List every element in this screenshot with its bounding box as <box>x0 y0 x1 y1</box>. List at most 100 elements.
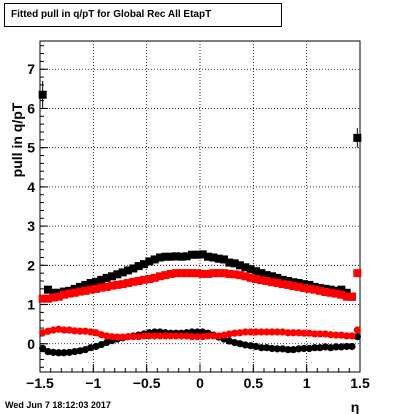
grid <box>40 41 360 372</box>
data-point <box>236 329 244 337</box>
axis-ticks <box>39 45 361 372</box>
data-point <box>236 261 244 270</box>
data-point <box>167 332 175 340</box>
data-point <box>150 255 159 264</box>
data-point <box>204 332 212 340</box>
data-point <box>102 273 111 282</box>
y-tick-label: 0 <box>27 336 35 352</box>
y-tick-label: 6 <box>27 100 35 116</box>
data-point <box>156 332 164 340</box>
data-point <box>49 293 58 302</box>
data-point <box>268 278 276 287</box>
data-point <box>225 269 234 278</box>
data-point <box>252 267 260 276</box>
data-point <box>92 277 100 286</box>
data-point <box>49 348 57 356</box>
data-point <box>268 328 276 336</box>
data-point <box>188 269 196 278</box>
data-point <box>215 332 223 340</box>
x-axis-label: η <box>351 399 360 414</box>
data-point <box>140 275 148 284</box>
data-point <box>145 275 154 284</box>
data-point <box>268 272 276 281</box>
data-point <box>108 281 116 290</box>
y-tick-label: 2 <box>27 257 35 273</box>
x-tick-label: −1.5 <box>26 375 54 391</box>
data-point <box>71 327 79 335</box>
data-point <box>263 328 271 336</box>
data-point <box>134 262 143 271</box>
data-point <box>241 263 250 272</box>
series-layer <box>38 81 362 357</box>
data-point <box>118 280 127 289</box>
data-point <box>97 275 106 284</box>
data-point <box>188 250 196 259</box>
data-point <box>241 328 249 336</box>
data-point <box>332 331 340 339</box>
data-point <box>49 326 57 334</box>
data-point <box>134 277 143 286</box>
series-4 <box>39 325 361 341</box>
data-point <box>113 280 122 289</box>
data-point <box>241 272 250 281</box>
data-point <box>76 327 84 335</box>
data-point <box>54 292 63 301</box>
series-2 <box>38 269 362 303</box>
data-point <box>300 344 308 353</box>
data-point <box>87 328 95 336</box>
data-point <box>103 332 111 340</box>
data-point <box>113 333 121 341</box>
y-tick-label: 3 <box>27 218 35 234</box>
y-tick-label: 7 <box>27 61 35 77</box>
data-point <box>246 273 255 282</box>
data-point <box>236 271 244 280</box>
data-point <box>182 252 191 261</box>
data-point <box>300 329 308 337</box>
data-point <box>140 260 148 269</box>
data-point <box>86 285 95 294</box>
data-point <box>305 329 313 337</box>
y-tick-label: 5 <box>27 140 35 156</box>
data-point <box>161 252 170 261</box>
data-point <box>172 269 180 278</box>
data-point <box>129 277 138 286</box>
data-point <box>252 275 260 284</box>
x-tick-label: 1 <box>303 375 311 391</box>
data-point <box>65 326 73 334</box>
data-point <box>246 265 255 274</box>
data-point <box>108 333 116 341</box>
tick-labels: −1.5 −1 −0.5 0 0.5 1 1.5 0 1 2 3 4 5 6 7 <box>26 61 370 391</box>
data-point <box>273 278 282 287</box>
data-point <box>348 342 356 351</box>
data-point <box>140 332 148 340</box>
data-point <box>156 253 164 262</box>
data-point <box>188 333 196 341</box>
data-point <box>316 286 324 295</box>
data-point <box>220 255 228 264</box>
data-point <box>198 269 207 278</box>
data-point <box>193 250 202 259</box>
data-point <box>321 343 329 351</box>
data-point <box>76 282 84 291</box>
data-point <box>305 284 314 293</box>
data-point <box>44 294 52 303</box>
data-point <box>86 278 95 287</box>
data-point <box>214 254 223 263</box>
data-point <box>44 285 52 294</box>
data-point <box>348 332 356 340</box>
data-point <box>289 329 297 337</box>
data-point <box>166 269 175 278</box>
data-point <box>273 328 281 336</box>
chart-title: Fitted pull in q/pT for Global Rec All E… <box>4 3 282 27</box>
data-point <box>257 344 265 352</box>
data-point <box>289 282 298 291</box>
data-point <box>326 288 335 297</box>
data-point <box>257 269 266 278</box>
data-point <box>145 257 154 266</box>
data-point <box>252 328 260 336</box>
data-point <box>343 332 351 340</box>
data-point <box>49 288 58 297</box>
data-point <box>166 252 175 261</box>
data-point <box>209 269 218 278</box>
